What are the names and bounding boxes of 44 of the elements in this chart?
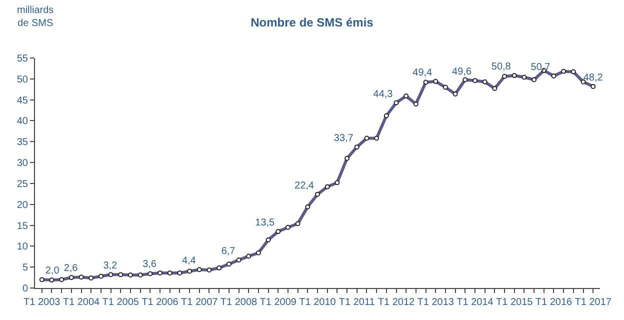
x-tick-label: T1 2013	[417, 297, 454, 308]
x-tick-label: T1 2004	[62, 297, 100, 308]
y-tick-label: 20	[16, 200, 28, 211]
data-label: 49,6	[452, 66, 472, 78]
y-tick-label: 5	[22, 262, 28, 274]
x-tick-label: T1 2010	[299, 297, 336, 308]
x-tick-label: T1 2007	[181, 297, 218, 308]
x-tick-label: T1 2014	[456, 297, 494, 308]
x-tick-label: T1 2005	[102, 297, 140, 308]
data-label: 2,6	[64, 263, 78, 274]
y-tick-label: 10	[16, 242, 28, 253]
x-tick-label: T1 2016	[535, 297, 573, 308]
data-label: 50,8	[491, 62, 512, 73]
y-axis-title: milliards de SMS	[17, 5, 54, 29]
y-tick-label: 25	[16, 178, 28, 190]
data-label: 48,2	[583, 72, 604, 84]
x-tick-label: T1 2006	[142, 297, 179, 308]
y-tick-label: 30	[16, 158, 28, 170]
data-label: 44,3	[373, 88, 394, 100]
y-tick-label: 35	[16, 137, 28, 148]
x-tick-label: T1 2008	[220, 297, 258, 308]
y-tick-label: 15	[16, 220, 28, 232]
x-tick-label: T1 2012	[378, 297, 416, 308]
chart-title: Nombre de SMS émis	[250, 16, 374, 30]
y-tick-label: 0	[22, 284, 28, 294]
x-tick-label: T1 2017	[574, 297, 612, 308]
data-label: 50,7	[530, 62, 551, 73]
data-label: 33,7	[334, 133, 354, 144]
x-tick-label: T1 2011	[338, 297, 376, 308]
y-tick-label: 55	[16, 54, 28, 64]
data-label: 3,2	[103, 260, 118, 272]
x-tick-label: T1 2003	[24, 297, 61, 308]
x-tick-label: T1 2015	[496, 297, 534, 308]
data-label: 6,7	[221, 246, 236, 257]
y-tick-label: 50	[16, 74, 28, 86]
data-label: 3,6	[142, 258, 157, 270]
data-label: 22,4	[294, 180, 314, 192]
data-label: 4,4	[182, 256, 196, 267]
data-label: 13,5	[255, 218, 276, 229]
y-tick-label: 45	[16, 95, 28, 106]
x-tick-label: T1 2009	[260, 297, 297, 308]
data-label: 49,4	[412, 67, 433, 78]
data-label: 2,0	[45, 266, 60, 277]
y-tick-label: 40	[16, 116, 28, 128]
